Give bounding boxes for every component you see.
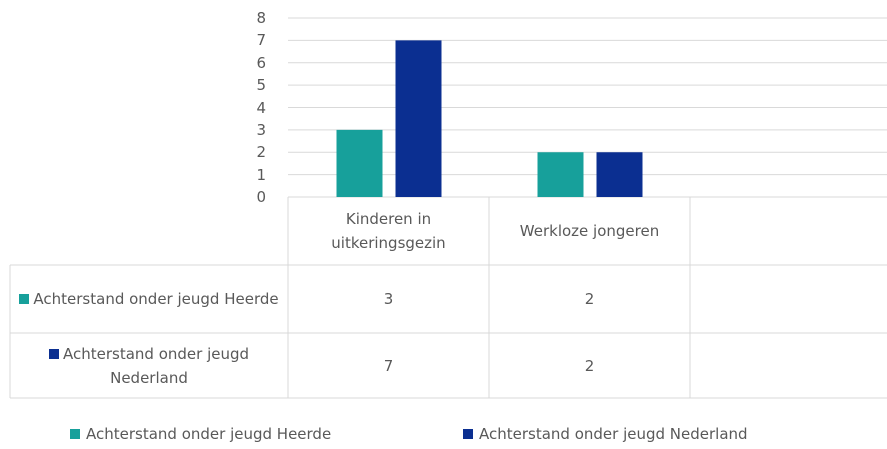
y-tick-label: 7 [256,31,266,50]
x-tick-label: Werkloze jongeren [519,222,660,240]
legend-label: Achterstand onder jeugd Heerde [86,425,332,443]
table-value: 2 [584,290,595,308]
bar [395,40,442,197]
y-tick-label: 3 [256,120,266,139]
table-value: 7 [383,356,394,375]
legend-label: Achterstand onder jeugd Nederland [479,425,748,443]
legend-key [70,429,80,439]
y-tick-label: 8 [256,9,266,27]
legend-item: Achterstand onder jeugd Heerde [70,425,331,443]
y-tick-label: 5 [256,76,266,95]
y-tick-label: 4 [256,98,266,117]
row-label: Achterstand onder jeugd Heerde [33,290,279,308]
table-value [690,333,887,398]
legend-key [19,294,30,304]
bar [336,129,383,197]
table-value [690,265,887,333]
row-label: Achterstand onder jeugd Nederland [62,344,250,387]
x-tick-label [690,197,887,265]
x-tick-label: Kinderen in uitkeringsgezin [331,210,446,252]
row-header: Achterstand onder jeugd Nederland [10,333,288,398]
y-tick-label: 1 [256,165,266,184]
table-value: 3 [383,290,394,308]
legend-key [48,348,59,359]
y-tick-label: 2 [256,143,266,162]
bar [596,152,643,197]
legend-key [463,429,473,439]
table-value: 2 [584,356,595,375]
legend-item: Achterstand onder jeugd Nederland [463,425,748,443]
y-tick-label: 6 [256,53,266,72]
y-tick-label: 0 [256,188,266,206]
row-header: Achterstand onder jeugd Heerde [10,265,288,333]
bar [537,152,584,197]
